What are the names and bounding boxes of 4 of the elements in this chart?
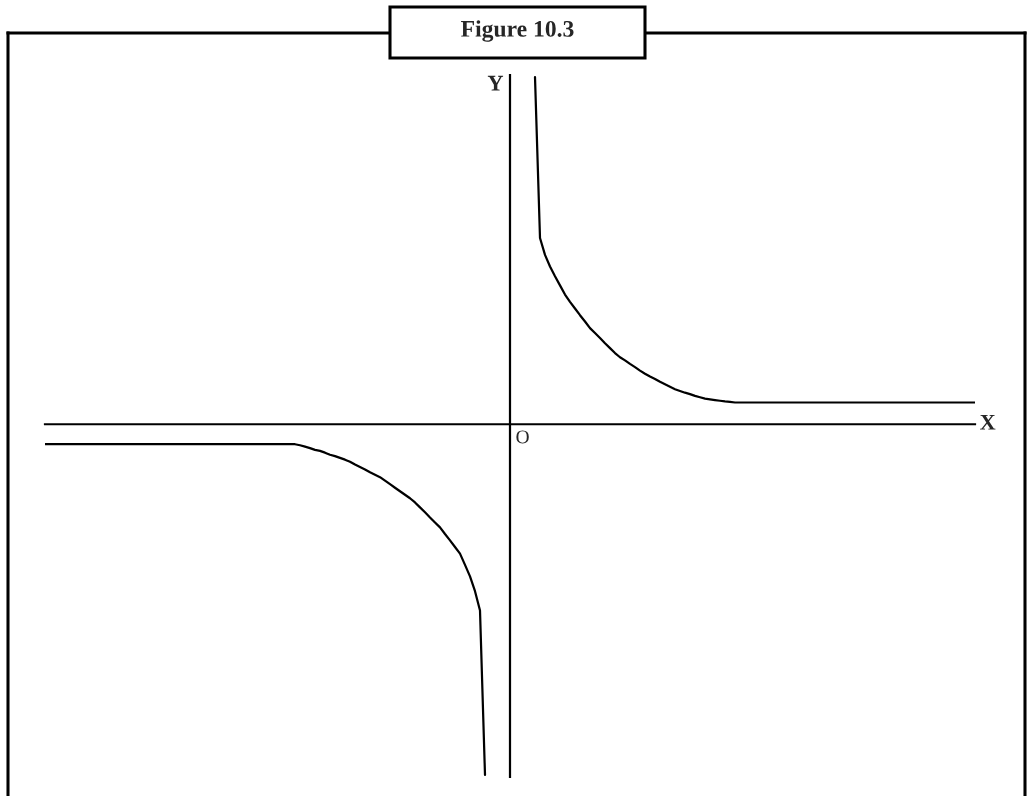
y-axis-title: Y [487,75,504,91]
annotation: O [516,430,529,444]
chart-title: Figure 10.3 [461,20,574,42]
x-axis-title: X [980,415,996,430]
